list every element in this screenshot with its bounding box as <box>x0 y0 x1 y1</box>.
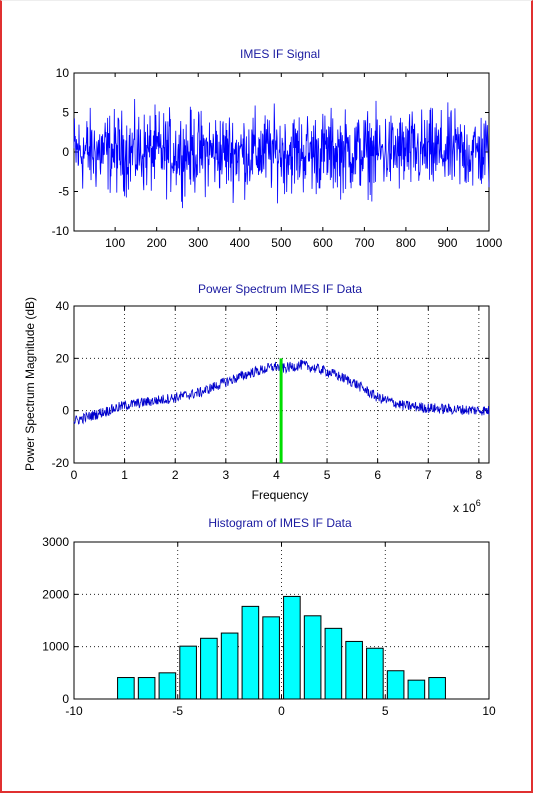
x-tick-label: 900 <box>437 236 457 250</box>
y-tick-label: 1000 <box>42 640 69 654</box>
x-tick-label: -5 <box>172 704 183 718</box>
x-tick-label: -10 <box>65 704 83 718</box>
spectrum-x-multiplier-base: x 10 <box>453 501 476 515</box>
spectrum-tick-marks <box>73 305 489 464</box>
signal-y-tick-labels: -10 -5 0 5 10 <box>52 66 70 238</box>
signal-plot-title: IMES IF Signal <box>240 47 320 61</box>
x-tick-label: 8 <box>476 468 483 482</box>
histogram-bar <box>200 637 218 700</box>
signal-x-tick-labels: 100 200 300 400 500 600 700 800 900 1000 <box>105 236 503 250</box>
histogram-bar <box>324 627 343 700</box>
histogram-bar <box>137 677 156 700</box>
histogram-plot-title: Histogram of IMES IF Data <box>208 516 352 530</box>
histogram-bar <box>345 640 363 700</box>
y-tick-label: 0 <box>62 692 69 706</box>
x-tick-label: 3 <box>222 468 229 482</box>
x-tick-label: 100 <box>105 236 125 250</box>
x-tick-label: 6 <box>374 468 381 482</box>
spectrum-x-tick-labels: 0 1 2 3 4 5 6 7 8 <box>71 468 483 482</box>
y-tick-label: 3000 <box>42 535 69 549</box>
histogram-bar <box>283 595 301 700</box>
histogram-bar <box>158 672 177 700</box>
x-tick-label: 5 <box>324 468 331 482</box>
spectrum-x-multiplier-exponent: 6 <box>476 498 481 508</box>
x-tick-label: 7 <box>425 468 432 482</box>
histogram-bar <box>179 645 197 700</box>
histogram-bar <box>117 677 135 700</box>
signal-tick-marks <box>74 72 490 232</box>
x-tick-label: 5 <box>382 704 389 718</box>
histogram-bar <box>303 615 322 700</box>
x-tick-label: 1 <box>121 468 128 482</box>
histogram-plot: Histogram of IMES IF Data 0100020003000 … <box>42 516 496 718</box>
x-tick-label: 800 <box>396 236 416 250</box>
histogram-y-tick-labels: 0 1000 2000 3000 <box>42 535 69 706</box>
x-tick-label: 600 <box>313 236 333 250</box>
signal-plot: IMES IF Signal -10 -5 0 5 10 100 200 300 400 500… <box>52 47 503 250</box>
spectrum-x-multiplier: x 106 <box>453 498 481 515</box>
histogram-bars <box>117 595 446 700</box>
histogram-bar <box>407 679 426 700</box>
y-tick-label: -20 <box>52 456 70 470</box>
histogram-bar <box>366 647 384 700</box>
y-tick-label: 40 <box>56 299 70 313</box>
x-tick-label: 0 <box>71 468 78 482</box>
y-tick-label: 0 <box>62 145 69 159</box>
y-tick-label: 20 <box>56 351 70 365</box>
y-tick-label: 5 <box>62 106 69 120</box>
x-tick-label: 300 <box>188 236 208 250</box>
x-tick-label: 200 <box>147 236 167 250</box>
spectrum-y-tick-labels: -20 0 20 40 <box>52 299 70 470</box>
histogram-plot-axes <box>73 541 490 700</box>
y-tick-label: -5 <box>58 185 69 199</box>
x-tick-label: 4 <box>273 468 280 482</box>
spectrum-x-axis-label: Frequency <box>252 488 309 502</box>
y-tick-label: 10 <box>56 66 70 80</box>
x-tick-label: 2 <box>172 468 179 482</box>
y-tick-label: -10 <box>52 224 70 238</box>
x-tick-label: 1000 <box>476 236 503 250</box>
histogram-tick-marks <box>73 541 490 700</box>
histogram-bar <box>428 677 446 700</box>
histogram-x-tick-labels: -10 -5 0 5 10 <box>65 704 496 718</box>
histogram-bar <box>220 632 239 700</box>
x-tick-label: 0 <box>278 704 285 718</box>
histogram-bar <box>241 605 260 700</box>
x-tick-label: 500 <box>271 236 291 250</box>
x-tick-label: 10 <box>482 704 496 718</box>
histogram-bar <box>262 616 280 700</box>
y-tick-label: 0 <box>62 404 69 418</box>
y-tick-label: 2000 <box>42 587 69 601</box>
signal-series-line <box>73 98 490 209</box>
x-tick-label: 700 <box>354 236 374 250</box>
spectrum-plot-title: Power Spectrum IMES IF Data <box>198 282 362 296</box>
histogram-bar <box>386 670 405 700</box>
spectrum-y-axis-label: Power Spectrum Magnitude (dB) <box>23 297 37 471</box>
x-tick-label: 400 <box>230 236 250 250</box>
